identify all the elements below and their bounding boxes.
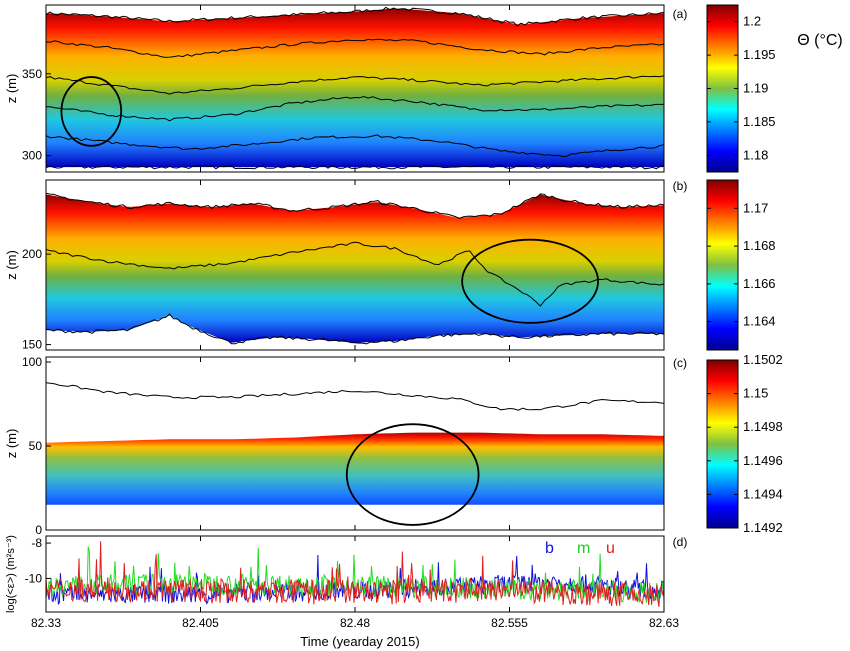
colorbar-tick-label: 1.2 [743,14,761,29]
y-tick-label: 200 [22,247,42,261]
panel-label-d: (d) [673,535,688,549]
y-tick-label: 0 [35,523,42,537]
y-tick-label: 300 [22,149,42,163]
y-tick-label: -8 [31,536,42,550]
series-m [46,546,664,603]
panel-plot-area [46,382,664,505]
x-tick-label: 82.48 [340,616,370,630]
y-axis-label: log(<ε>) (m²s⁻³) [5,535,17,613]
x-tick-label: 82.405 [182,616,219,630]
colorbar-tick-label: 1.1502 [743,352,783,367]
x-tick-label: 82.33 [31,616,61,630]
temperature-field [46,194,664,343]
temperature-field [46,432,664,505]
x-axis-label: Time (yearday 2015) [300,634,419,649]
colorbar-tick-label: 1.166 [743,276,776,291]
y-axis-label: z (m) [4,429,19,459]
highlight-ellipse [461,238,599,324]
colorbar-tick-label: 1.1498 [743,419,783,434]
isotherm-contour [46,241,664,307]
panel-c: 1.1492 1.1494 1.1496 1.1498 1.15 1.1502 0 50 100… [4,352,783,537]
y-axis-label: z (m) [4,74,19,104]
colorbar-title: Θ (°C) [797,32,843,49]
panel-plot-area [46,192,664,345]
y-tick-label: 50 [29,439,43,453]
y-tick-label: -10 [25,571,43,585]
colorbar-tick-label: 1.1496 [743,453,783,468]
highlight-ellipse [345,423,480,526]
x-tick-label: 82.63 [649,616,679,630]
colorbar [706,359,739,529]
profile-bottom-line [46,313,664,345]
colorbar-tick-label: 1.18 [743,147,768,162]
colorbar-tick-label: 1.168 [743,238,776,253]
colorbar [706,4,739,173]
series-u [46,541,664,607]
highlight-ellipse [60,76,123,147]
isotherm-contour [46,75,664,95]
y-tick-label: 100 [22,355,42,369]
colorbar-tick-label: 1.1492 [743,520,783,535]
isotherm-contour [46,38,664,58]
panel-d: -10 -8 log(<ε>) (m²s⁻³) 82.33 82.405 82.48 82.… [5,535,679,630]
profile-top-line [46,6,664,27]
y-tick-label: 150 [22,338,42,352]
panel-plot-area [46,541,664,607]
temperature-field [46,8,664,168]
isotherm-contour [46,382,664,411]
colorbar-tick-label: 1.164 [743,314,776,329]
isotherm-contour [46,134,664,158]
panel-label-b: (b) [673,179,688,193]
panel-plot-area [46,6,664,170]
colorbar-tick-label: 1.185 [743,114,776,129]
colorbar-tick-label: 1.15 [743,386,768,401]
colorbar-tick-label: 1.1494 [743,486,783,501]
legend-u: u [606,540,615,557]
panel-label-c: (c) [673,356,687,370]
x-tick-label: 82.555 [491,616,528,630]
profile-top-line [46,192,664,219]
colorbar-tick-label: 1.195 [743,47,776,62]
panel-label-a: (a) [673,7,688,21]
y-axis-label: z (m) [4,250,19,280]
colorbar-tick-label: 1.19 [743,81,768,96]
isotherm-contour [46,95,664,122]
colorbar-tick-label: 1.17 [743,200,768,215]
legend-m: m [577,540,590,557]
legend-b: b [545,540,554,557]
colorbar [706,179,739,351]
y-tick-label: 350 [22,67,42,81]
